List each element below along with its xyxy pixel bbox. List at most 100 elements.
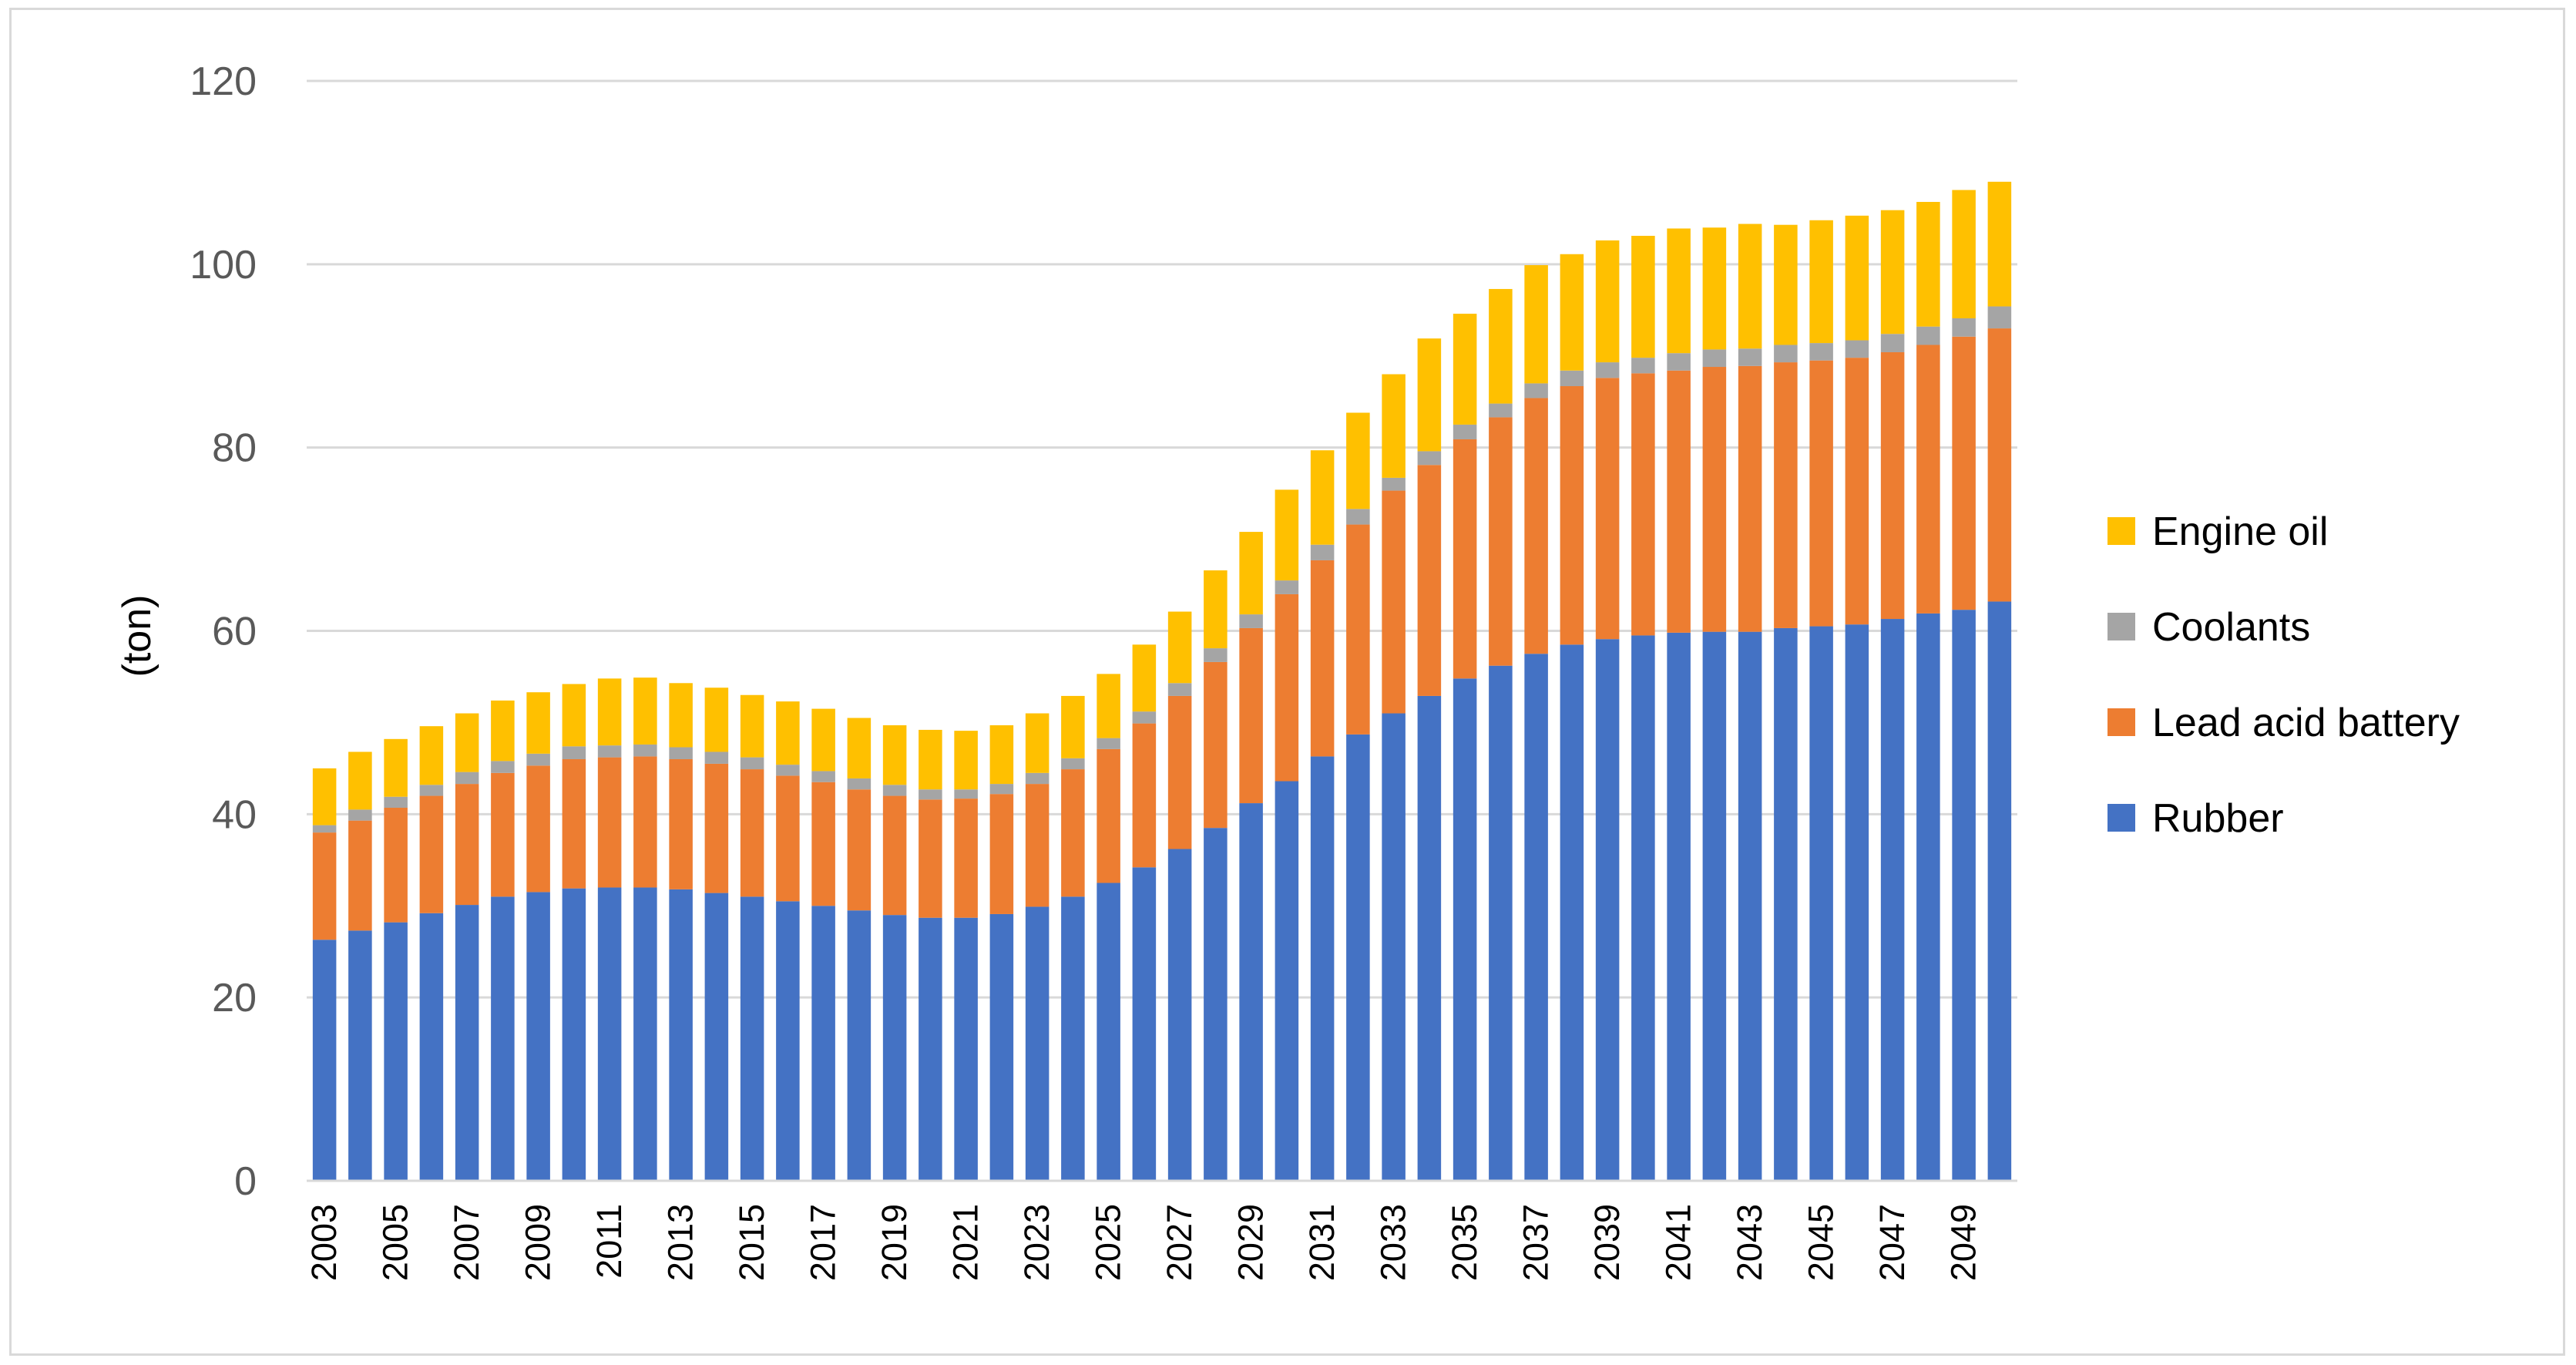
bar-lead-acid-battery-2017 bbox=[811, 782, 835, 906]
x-tick-label: 2027 bbox=[1160, 1204, 1199, 1281]
bar-coolants-2039 bbox=[1595, 362, 1620, 378]
bar-rubber-2020 bbox=[919, 917, 942, 1181]
x-tick-label: 2029 bbox=[1231, 1204, 1271, 1281]
legend-swatch-engine-oil bbox=[2107, 517, 2135, 545]
bar-rubber-2027 bbox=[1167, 849, 1192, 1181]
bar-lead-acid-battery-2039 bbox=[1595, 378, 1620, 640]
x-tick-label: 2033 bbox=[1374, 1204, 1413, 1281]
bar-lead-acid-battery-2040 bbox=[1631, 373, 1655, 636]
bar-lead-acid-battery-2041 bbox=[1667, 370, 1691, 633]
bar-rubber-2034 bbox=[1417, 695, 1442, 1181]
bar-lead-acid-battery-2022 bbox=[989, 794, 1014, 914]
bar-coolants-2040 bbox=[1631, 358, 1655, 374]
bar-rubber-2013 bbox=[669, 889, 693, 1181]
bar-rubber-2043 bbox=[1738, 631, 1762, 1181]
bar-rubber-2029 bbox=[1239, 803, 1263, 1181]
bar-coolants-2047 bbox=[1880, 334, 1905, 352]
bar-engine-oil-2025 bbox=[1097, 674, 1120, 738]
bar-rubber-2025 bbox=[1097, 883, 1120, 1181]
bar-coolants-2034 bbox=[1417, 451, 1442, 466]
bar-engine-oil-2049 bbox=[1952, 190, 1976, 318]
legend-label: Lead acid battery bbox=[2152, 701, 2460, 745]
bar-engine-oil-2017 bbox=[811, 708, 835, 772]
bar-engine-oil-2048 bbox=[1916, 201, 1940, 327]
y-tick-label: 20 bbox=[212, 976, 257, 1020]
bar-rubber-2032 bbox=[1346, 734, 1370, 1181]
bar-engine-oil-2034 bbox=[1417, 338, 1442, 452]
bar-rubber-2035 bbox=[1453, 678, 1477, 1181]
bar-engine-oil-2009 bbox=[526, 692, 550, 754]
bar-lead-acid-battery-2044 bbox=[1774, 362, 1798, 628]
bar-engine-oil-2044 bbox=[1774, 224, 1798, 345]
gridlines bbox=[307, 79, 2017, 999]
bar-lead-acid-battery-2035 bbox=[1453, 439, 1477, 679]
bar-engine-oil-2014 bbox=[704, 688, 729, 752]
bar-rubber-2045 bbox=[1809, 626, 1833, 1181]
bar-lead-acid-battery-2031 bbox=[1310, 560, 1335, 757]
x-tick-label: 2043 bbox=[1730, 1204, 1769, 1281]
bar-coolants-2013 bbox=[669, 747, 693, 759]
bar-coolants-2012 bbox=[633, 744, 657, 757]
x-tick-label: 2017 bbox=[804, 1204, 843, 1281]
bar-coolants-2010 bbox=[562, 746, 586, 759]
bar-coolants-2018 bbox=[847, 778, 872, 790]
bar-lead-acid-battery-2010 bbox=[562, 758, 586, 889]
bar-coolants-2028 bbox=[1204, 648, 1228, 662]
y-axis-title: (ton) bbox=[115, 595, 160, 677]
bar-engine-oil-2003 bbox=[312, 768, 337, 825]
bar-engine-oil-2039 bbox=[1595, 240, 1620, 363]
bar-lead-acid-battery-2020 bbox=[919, 799, 942, 918]
bar-lead-acid-battery-2008 bbox=[491, 772, 515, 897]
legend: Engine oil Coolants Lead acid battery Rubbe… bbox=[2107, 509, 2460, 841]
bar-coolants-2022 bbox=[989, 784, 1014, 795]
bar-lead-acid-battery-2006 bbox=[419, 795, 444, 913]
bar-coolants-2045 bbox=[1809, 343, 1833, 361]
bar-coolants-2007 bbox=[455, 772, 479, 785]
bar-engine-oil-2045 bbox=[1809, 220, 1833, 344]
bar-lead-acid-battery-2005 bbox=[384, 808, 408, 923]
bar-rubber-2047 bbox=[1880, 619, 1905, 1181]
bar-lead-acid-battery-2021 bbox=[954, 798, 978, 918]
bar-engine-oil-2038 bbox=[1560, 254, 1584, 371]
y-tick-label: 40 bbox=[212, 792, 257, 837]
bar-coolants-2038 bbox=[1560, 370, 1584, 386]
bar-coolants-2041 bbox=[1667, 353, 1691, 371]
bar-coolants-2004 bbox=[348, 809, 372, 821]
x-tick-label: 2013 bbox=[661, 1204, 700, 1281]
bar-rubber-2024 bbox=[1061, 896, 1085, 1181]
bar-rubber-2049 bbox=[1952, 610, 1976, 1181]
chart-frame: 0 20 40 60 80 100 120 (ton) 2003 2005 2007 2009 20… bbox=[9, 8, 2565, 1356]
bar-rubber-2037 bbox=[1524, 654, 1548, 1181]
bar-rubber-2006 bbox=[419, 913, 444, 1181]
bar-lead-acid-battery-2023 bbox=[1025, 784, 1050, 907]
bar-lead-acid-battery-2025 bbox=[1097, 748, 1120, 883]
bar-lead-acid-battery-2030 bbox=[1275, 593, 1299, 782]
bar-coolants-2015 bbox=[740, 757, 764, 770]
bar-coolants-2019 bbox=[882, 785, 907, 796]
bar-engine-oil-2004 bbox=[348, 751, 372, 810]
bar-lead-acid-battery-2012 bbox=[633, 756, 657, 888]
bar-coolants-2008 bbox=[491, 761, 515, 773]
bar-rubber-2038 bbox=[1560, 644, 1584, 1181]
bar-rubber-2023 bbox=[1025, 906, 1050, 1181]
bar-lead-acid-battery-2007 bbox=[455, 784, 479, 906]
bar-coolants-2027 bbox=[1167, 683, 1192, 696]
y-tick-label: 80 bbox=[212, 426, 257, 471]
bar-rubber-2040 bbox=[1631, 635, 1655, 1181]
bar-coolants-2035 bbox=[1453, 424, 1477, 439]
bar-engine-oil-2008 bbox=[491, 700, 515, 762]
bar-lead-acid-battery-2050 bbox=[1987, 328, 2012, 602]
y-tick-label: 120 bbox=[190, 59, 257, 104]
bar-lead-acid-battery-2034 bbox=[1417, 465, 1442, 696]
x-tick-label: 2031 bbox=[1302, 1204, 1342, 1281]
bar-coolants-2021 bbox=[954, 789, 978, 799]
bar-lead-acid-battery-2004 bbox=[348, 820, 372, 931]
legend-swatch-lead-acid-battery bbox=[2107, 708, 2135, 736]
bar-rubber-2033 bbox=[1382, 713, 1406, 1181]
bar-lead-acid-battery-2037 bbox=[1524, 398, 1548, 654]
bar-coolants-2014 bbox=[704, 751, 729, 764]
bar-engine-oil-2040 bbox=[1631, 235, 1655, 358]
bar-coolants-2017 bbox=[811, 771, 835, 782]
bar-rubber-2016 bbox=[776, 901, 800, 1181]
x-tick-label: 2005 bbox=[376, 1204, 415, 1281]
